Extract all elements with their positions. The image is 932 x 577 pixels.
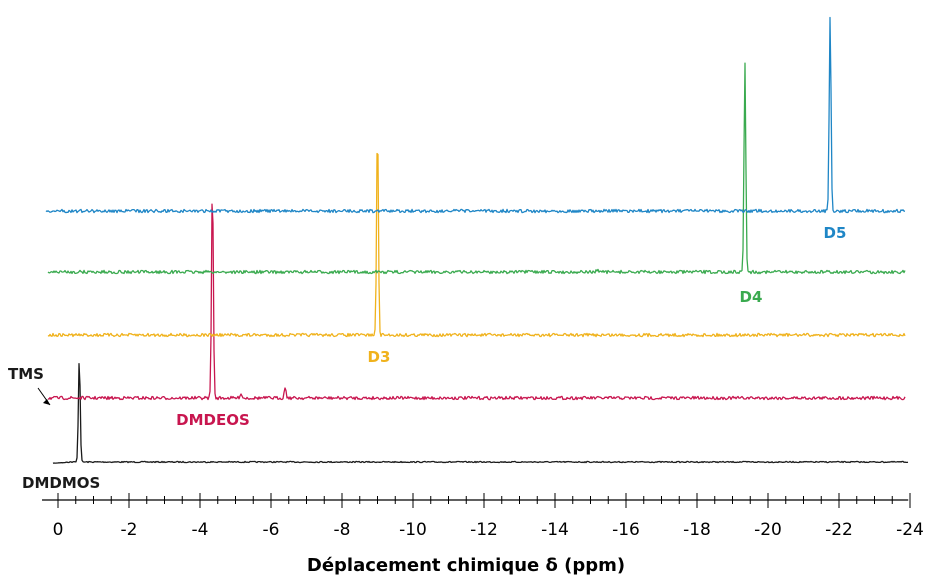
annotation-arrowhead [43,399,50,405]
x-tick-label: -14 [541,520,569,540]
x-tick-label: -2 [121,520,138,540]
x-tick-label: -20 [754,520,782,540]
x-tick-label: -22 [825,520,853,540]
series-line-dmdeos [47,203,906,401]
series-label-dmdeos: DMDEOS [176,411,250,429]
series-label-d5: D5 [824,224,847,242]
series-label-d4: D4 [740,288,763,306]
x-tick-label: -8 [334,520,351,540]
series-line-d4 [47,62,906,275]
x-axis: 0 -2 -4 -6 -8 -10 -12 -14 -16 -18 -20 -22 -24 [42,493,924,540]
x-tick-label: 0 [53,520,64,540]
x-tick-label: -10 [399,520,427,540]
annotation-tms: TMS [8,365,44,383]
x-axis-title: Déplacement chimique δ (ppm) [307,555,625,576]
x-tick-label: -18 [683,520,711,540]
series-label-dmdmos: DMDMOS [22,474,100,492]
spectra-traces [45,16,909,464]
series-label-d3: D3 [368,348,391,366]
x-tick-label: -24 [896,520,924,540]
x-tick-label: -12 [470,520,498,540]
series-line-d5 [45,16,906,214]
series-line-dmdmos [52,363,909,464]
x-tick-label: -16 [612,520,640,540]
series-line-d3 [47,152,906,338]
series-labels: DMDMOS TMS DMDEOS D3 D4 D5 [8,224,846,492]
x-tick-label: -4 [192,520,209,540]
x-tick-label: -6 [263,520,280,540]
